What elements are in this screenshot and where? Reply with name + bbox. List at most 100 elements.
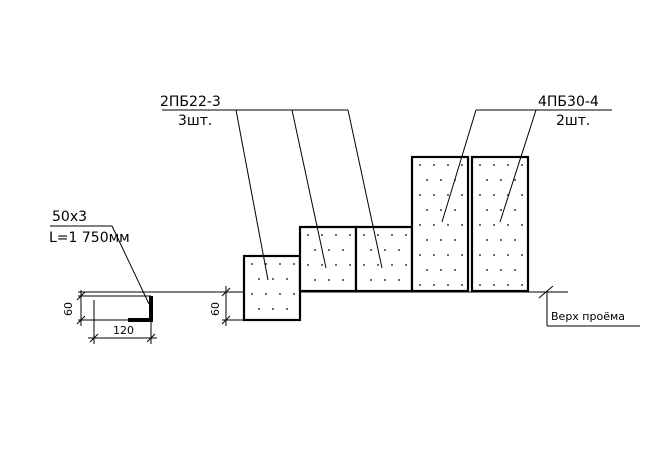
hatch-dot	[321, 264, 323, 266]
text-labels: 50x3 L=1 750мм 2ПБ22-3 3шт. 4ПБ30-4 2шт.…	[49, 94, 625, 323]
hatch-dot	[335, 264, 337, 266]
hatch-dot	[251, 293, 253, 295]
hatch-dot	[419, 224, 421, 226]
hatch-dot	[500, 239, 502, 241]
hatch-dot	[377, 234, 379, 236]
hatch-dot	[507, 164, 509, 166]
lintel-block-4pb30-2	[470, 155, 530, 293]
hatch-dot	[363, 264, 365, 266]
hatch-dot	[279, 263, 281, 265]
hatch-dot	[507, 284, 509, 286]
hatch-dot	[461, 224, 463, 226]
hatch-dot	[265, 293, 267, 295]
hatch-dot	[454, 239, 456, 241]
angle-width-dim: 120	[113, 324, 134, 337]
hatch-dot	[521, 254, 523, 256]
lintel-block-4pb30-1	[410, 155, 470, 293]
hatch-dot	[479, 284, 481, 286]
hatch-dot	[461, 254, 463, 256]
hatch-dot	[514, 239, 516, 241]
hatch-dot	[493, 224, 495, 226]
hatch-dot	[272, 308, 274, 310]
hatch-dot	[398, 279, 400, 281]
lintel-small-qty: 3шт.	[178, 113, 212, 129]
hatch-dot	[486, 179, 488, 181]
hatch-dot	[454, 269, 456, 271]
hatch-dot	[314, 249, 316, 251]
steel-angle-profile	[128, 296, 153, 322]
hatch-dot	[521, 164, 523, 166]
hatch-dot	[286, 308, 288, 310]
hatch-dot	[384, 279, 386, 281]
hatch-dot	[447, 194, 449, 196]
hatch-dot	[514, 269, 516, 271]
hatch-dot	[363, 234, 365, 236]
hatch-dot	[419, 254, 421, 256]
hatch-dot	[328, 249, 330, 251]
hatch-dot	[391, 264, 393, 266]
hatch-dot	[500, 179, 502, 181]
step-height-dim: 60	[209, 302, 222, 316]
angle-height-dim: 60	[62, 302, 75, 316]
opening-top-label: Верх проёма	[551, 310, 625, 323]
steel-angle	[128, 296, 153, 322]
hatch-dot	[258, 308, 260, 310]
hatch-dot	[335, 234, 337, 236]
leader-lines	[50, 109, 612, 305]
hatch-dot	[433, 284, 435, 286]
hatch-dot	[321, 234, 323, 236]
hatch-dot	[447, 284, 449, 286]
angle-section-label: 50x3	[52, 209, 87, 225]
hatch-dot	[377, 264, 379, 266]
lintel-blocks	[242, 155, 530, 322]
hatch-dot	[500, 269, 502, 271]
hatch-dot	[433, 164, 435, 166]
lintel-large-mark: 4ПБ30-4	[538, 94, 599, 110]
hatch-dot	[440, 179, 442, 181]
hatch-dot	[419, 164, 421, 166]
hatch-dot	[419, 284, 421, 286]
hatch-dot	[433, 254, 435, 256]
hatch-dot	[426, 239, 428, 241]
hatch-dot	[486, 269, 488, 271]
hatch-dot	[461, 164, 463, 166]
hatch-dot	[507, 254, 509, 256]
hatch-dot	[514, 209, 516, 211]
hatch-dot	[349, 234, 351, 236]
dimension-step-height: 60	[209, 286, 244, 326]
hatch-dot	[433, 194, 435, 196]
lintel-small-mark: 2ПБ22-3	[160, 94, 221, 110]
hatch-dot	[493, 194, 495, 196]
hatch-dot	[272, 278, 274, 280]
level-marker	[538, 285, 640, 327]
hatch-dot	[405, 234, 407, 236]
hatch-dot	[440, 209, 442, 211]
hatch-dot	[426, 269, 428, 271]
hatch-dot	[426, 179, 428, 181]
hatch-dot	[479, 164, 481, 166]
lintel-block-2pb22-2	[354, 225, 414, 293]
hatch-dot	[384, 249, 386, 251]
hatch-dot	[493, 284, 495, 286]
hatch-dot	[433, 224, 435, 226]
dimension-angle-width: 120	[88, 300, 157, 344]
hatch-dot	[500, 209, 502, 211]
hatch-dot	[461, 284, 463, 286]
hatch-dot	[447, 254, 449, 256]
lintel-block-2pb22-lower	[242, 254, 302, 322]
angle-length-label: L=1 750мм	[49, 230, 130, 246]
hatch-dot	[398, 249, 400, 251]
hatch-dot	[440, 269, 442, 271]
hatch-dot	[307, 264, 309, 266]
lintel-block-2pb22-1	[298, 225, 358, 293]
hatch-dot	[521, 224, 523, 226]
hatch-dot	[342, 249, 344, 251]
hatch-dot	[370, 279, 372, 281]
hatch-dot	[293, 293, 295, 295]
hatch-dot	[314, 279, 316, 281]
hatch-dot	[479, 224, 481, 226]
hatch-dot	[447, 224, 449, 226]
hatch-dot	[426, 209, 428, 211]
hatch-dot	[391, 234, 393, 236]
hatch-dot	[493, 164, 495, 166]
